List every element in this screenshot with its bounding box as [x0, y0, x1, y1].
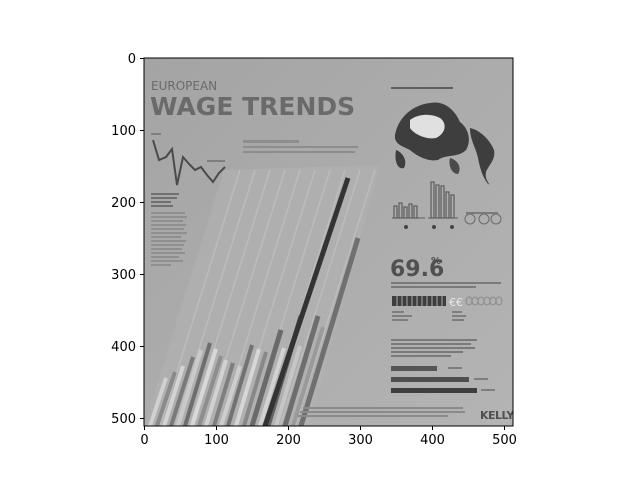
y-tick-label: 0 [128, 52, 136, 67]
y-axis [140, 58, 144, 419]
y-tick-label: 200 [111, 196, 136, 211]
image-bottom-right-text [391, 339, 477, 357]
x-tick-label: 400 [420, 433, 445, 448]
y-tick-label: 300 [111, 268, 136, 283]
image-title-line1: EUROPEAN [151, 79, 217, 93]
x-tick-label: 300 [348, 433, 373, 448]
image-icon-captions [392, 311, 466, 321]
image-small-bar-charts [392, 181, 502, 229]
image-headline-stat: 69.6 [390, 257, 444, 282]
svg-text:€€: €€ [449, 296, 463, 309]
x-tick-label: 200 [276, 433, 301, 448]
x-tick-label: 0 [140, 433, 148, 448]
y-tick-label: 100 [111, 124, 136, 139]
image-world-map [391, 87, 495, 185]
infographic-image: EUROPEAN WAGE TRENDS [144, 58, 515, 426]
image-people-icons: €€ [392, 296, 503, 309]
image-left-text-column [151, 193, 187, 266]
image-footer-text [298, 407, 465, 417]
x-tick-label: 100 [204, 433, 229, 448]
x-tick-labels: 0 100 200 300 400 500 [140, 433, 517, 448]
image-diagonal-bars [148, 177, 361, 426]
y-tick-labels: 0 100 200 300 400 500 [111, 52, 136, 427]
x-axis [144, 426, 505, 430]
image-intro-text [243, 140, 358, 153]
image-brand-logo: KELLY [480, 409, 515, 422]
y-tick-label: 500 [111, 412, 136, 427]
image-stat-caption [391, 282, 501, 288]
x-tick-label: 500 [492, 433, 517, 448]
image-line-chart [152, 139, 226, 186]
image-horizontal-bars [391, 366, 495, 393]
y-tick-label: 400 [111, 340, 136, 355]
image-headline-unit: % [431, 256, 441, 267]
image-title-line2: WAGE TRENDS [150, 92, 355, 121]
axes-frame [143, 57, 514, 427]
image-line-chart-labels [151, 133, 225, 162]
